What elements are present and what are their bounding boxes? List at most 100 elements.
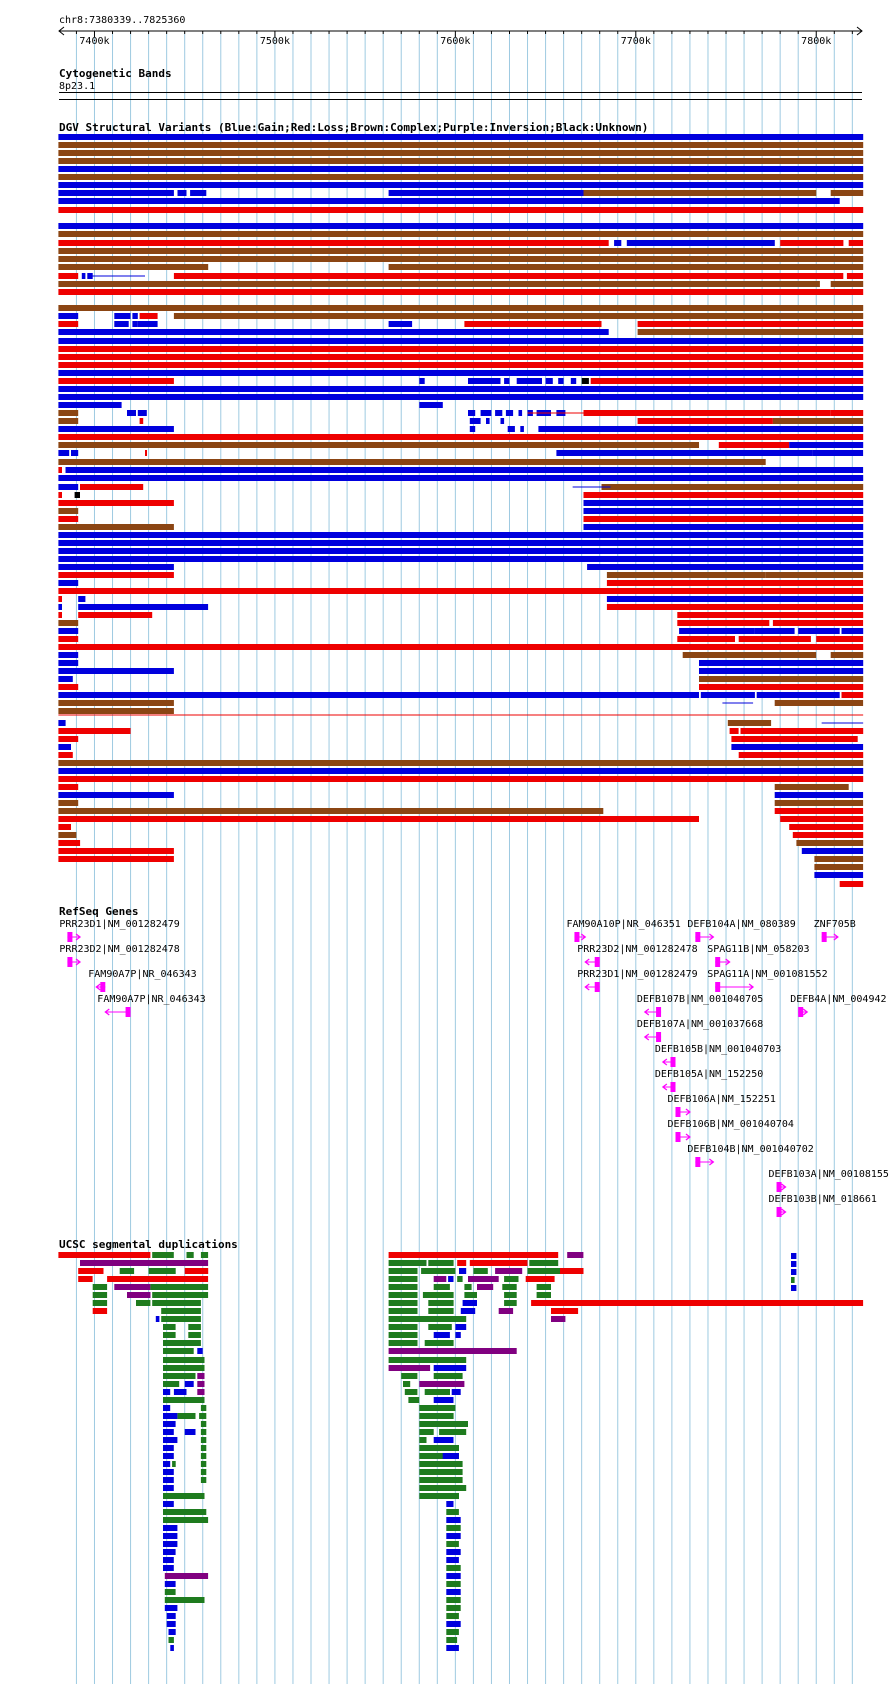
segdup-feature[interactable] xyxy=(114,1284,151,1290)
segdup-feature[interactable] xyxy=(163,1365,205,1371)
segdup-feature[interactable] xyxy=(446,1597,461,1603)
segdup-feature[interactable] xyxy=(419,1493,459,1499)
sv-gain-bar[interactable] xyxy=(58,548,864,554)
sv-loss-bar[interactable] xyxy=(78,612,153,618)
sv-complex-bar[interactable] xyxy=(830,190,864,196)
sv-complex-bar[interactable] xyxy=(58,248,864,254)
sv-loss-bar[interactable] xyxy=(80,484,144,490)
sv-gain-bar[interactable] xyxy=(58,676,73,682)
sv-gain-bar[interactable] xyxy=(177,190,187,196)
sv-gain-bar[interactable] xyxy=(570,378,577,384)
segdup-feature[interactable] xyxy=(424,1340,454,1346)
segdup-feature[interactable] xyxy=(388,1365,431,1371)
gene-label[interactable]: PRR23D2|NM_001282478 xyxy=(59,944,179,955)
sv-loss-bar[interactable] xyxy=(58,824,71,830)
segdup-feature[interactable] xyxy=(419,1421,468,1427)
sv-gain-bar[interactable] xyxy=(58,792,174,798)
sv-loss-bar[interactable] xyxy=(58,346,864,352)
segdup-feature[interactable] xyxy=(184,1429,196,1435)
gene-feature[interactable]: SPAG11B|NM_058203 xyxy=(707,944,810,967)
gene-label[interactable]: FAM90A10P|NR_046351 xyxy=(566,919,680,930)
sv-loss-bar[interactable] xyxy=(677,636,735,642)
sv-complex-bar[interactable] xyxy=(772,418,864,424)
sv-complex-bar[interactable] xyxy=(58,442,699,448)
segdup-feature[interactable] xyxy=(469,1260,528,1266)
sv-gain-bar[interactable] xyxy=(58,768,864,774)
sv-complex-bar[interactable] xyxy=(791,484,864,490)
sv-loss-bar[interactable] xyxy=(780,816,864,822)
segdup-feature[interactable] xyxy=(148,1268,176,1274)
segdup-feature[interactable] xyxy=(163,1429,174,1435)
segdup-feature[interactable] xyxy=(419,1437,427,1443)
sv-gain-bar[interactable] xyxy=(65,467,864,473)
sv-loss-bar[interactable] xyxy=(58,840,81,846)
gene-feature[interactable]: DEFB105B|NM_001040703 xyxy=(655,1044,781,1067)
segdup-feature[interactable] xyxy=(446,1533,461,1539)
sv-gain-bar[interactable] xyxy=(558,378,564,384)
sv-loss-bar[interactable] xyxy=(58,588,864,594)
segdup-feature[interactable] xyxy=(446,1589,461,1595)
segdup-feature[interactable] xyxy=(428,1324,452,1330)
gene-feature[interactable]: DEFB103A|NM_001081551 xyxy=(769,1169,890,1192)
segdup-feature[interactable] xyxy=(446,1501,454,1507)
sv-gain-bar[interactable] xyxy=(520,426,524,432)
sv-loss-bar[interactable] xyxy=(846,273,864,279)
sv-unknown-bar[interactable] xyxy=(581,378,589,384)
segdup-feature[interactable] xyxy=(164,1573,209,1579)
sv-complex-bar[interactable] xyxy=(58,231,864,237)
sv-loss-bar[interactable] xyxy=(58,776,864,782)
sv-loss-bar[interactable] xyxy=(780,240,844,246)
segdup-feature[interactable] xyxy=(388,1268,418,1274)
segdup-feature[interactable] xyxy=(80,1260,209,1266)
gene-feature[interactable]: PRR23D1|NM_001282479 xyxy=(577,969,698,992)
segdup-feature[interactable] xyxy=(419,1413,454,1419)
sv-loss-bar[interactable] xyxy=(583,492,864,498)
segdup-feature[interactable] xyxy=(791,1261,797,1267)
sv-complex-bar[interactable] xyxy=(58,508,79,514)
sv-gain-bar[interactable] xyxy=(388,190,584,196)
segdup-feature[interactable] xyxy=(460,1308,476,1314)
segdup-feature[interactable] xyxy=(388,1284,418,1290)
sv-gain-bar[interactable] xyxy=(505,410,514,416)
segdup-feature[interactable] xyxy=(446,1629,459,1635)
segdup-feature[interactable] xyxy=(428,1300,454,1306)
gene-label[interactable]: DEFB104B|NM_001040702 xyxy=(687,1144,813,1155)
segdup-feature[interactable] xyxy=(439,1429,467,1435)
sv-loss-bar[interactable] xyxy=(58,492,62,498)
segdup-feature[interactable] xyxy=(419,1429,434,1435)
sv-gain-bar[interactable] xyxy=(419,378,425,384)
segdup-feature[interactable] xyxy=(462,1300,477,1306)
segdup-feature[interactable] xyxy=(419,1381,465,1387)
sv-complex-bar[interactable] xyxy=(774,784,849,790)
segdup-feature[interactable] xyxy=(92,1284,108,1290)
sv-gain-bar[interactable] xyxy=(587,564,864,570)
gene-feature[interactable]: PRR23D2|NM_001282478 xyxy=(577,944,698,967)
segdup-feature[interactable] xyxy=(388,1357,467,1363)
segdup-feature[interactable] xyxy=(419,1469,463,1475)
segdup-feature[interactable] xyxy=(791,1277,795,1283)
sv-gain-bar[interactable] xyxy=(58,134,864,140)
sv-loss-bar[interactable] xyxy=(58,354,864,360)
sv-loss-bar[interactable] xyxy=(789,824,864,830)
segdup-feature[interactable] xyxy=(200,1429,207,1435)
sv-loss-bar[interactable] xyxy=(58,207,864,213)
sv-complex-bar[interactable] xyxy=(58,150,864,156)
segdup-feature[interactable] xyxy=(388,1300,418,1306)
segdup-feature[interactable] xyxy=(150,1284,209,1290)
sv-gain-bar[interactable] xyxy=(58,628,79,634)
segdup-feature[interactable] xyxy=(186,1252,194,1258)
segdup-feature[interactable] xyxy=(177,1413,196,1419)
sv-complex-bar[interactable] xyxy=(682,652,817,658)
segdup-feature[interactable] xyxy=(428,1308,454,1314)
sv-loss-bar[interactable] xyxy=(792,832,864,838)
sv-loss-bar[interactable] xyxy=(139,418,144,424)
segdup-feature[interactable] xyxy=(422,1292,454,1298)
segdup-feature[interactable] xyxy=(92,1292,108,1298)
gene-feature[interactable]: DEFB106A|NM_152251 xyxy=(667,1094,776,1117)
sv-complex-bar[interactable] xyxy=(58,620,79,626)
segdup-feature[interactable] xyxy=(199,1413,207,1419)
sv-gain-bar[interactable] xyxy=(518,410,523,416)
segdup-feature[interactable] xyxy=(401,1373,418,1379)
segdup-feature[interactable] xyxy=(197,1348,203,1354)
gene-label[interactable]: DEFB104A|NM_080389 xyxy=(687,919,795,930)
